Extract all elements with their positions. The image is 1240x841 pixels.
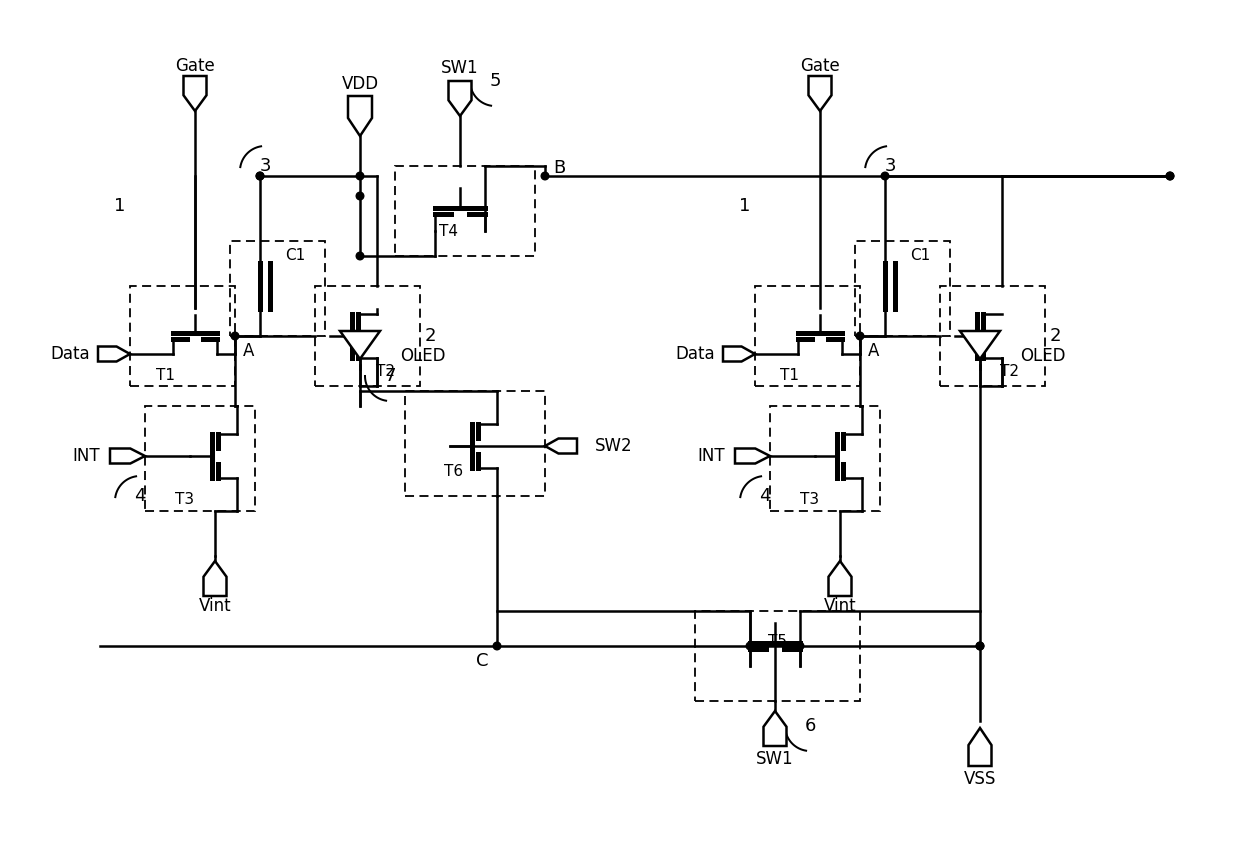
Text: SW1: SW1: [756, 750, 794, 768]
Polygon shape: [348, 96, 372, 136]
Text: Vint: Vint: [198, 597, 232, 615]
Bar: [755, 286, 861, 386]
Circle shape: [356, 252, 363, 260]
Bar: [856, 241, 950, 336]
Text: 3: 3: [884, 157, 895, 175]
Text: T1: T1: [155, 368, 175, 383]
Polygon shape: [968, 728, 992, 766]
Text: T6: T6: [444, 463, 464, 479]
Text: OLED: OLED: [401, 347, 445, 365]
Circle shape: [541, 172, 549, 180]
Text: T5: T5: [768, 633, 787, 648]
Circle shape: [976, 643, 983, 650]
Text: T3: T3: [175, 491, 195, 506]
Polygon shape: [960, 331, 999, 359]
Circle shape: [1166, 172, 1174, 180]
Bar: [940, 286, 1045, 386]
Bar: [694, 611, 861, 701]
Text: T1: T1: [780, 368, 800, 383]
Text: VSS: VSS: [963, 770, 996, 788]
Polygon shape: [184, 76, 207, 111]
Polygon shape: [203, 561, 227, 596]
Text: 2: 2: [425, 327, 436, 345]
Circle shape: [494, 643, 501, 650]
Circle shape: [746, 643, 754, 650]
Text: B: B: [553, 159, 565, 177]
Text: 4: 4: [759, 487, 771, 505]
Circle shape: [976, 643, 983, 650]
Polygon shape: [723, 346, 755, 362]
Text: Vint: Vint: [823, 597, 857, 615]
Text: 7: 7: [384, 367, 396, 385]
Circle shape: [257, 172, 264, 180]
Circle shape: [1166, 172, 1174, 180]
Polygon shape: [808, 76, 832, 111]
Polygon shape: [764, 711, 786, 746]
Circle shape: [796, 643, 804, 650]
Text: Gate: Gate: [800, 57, 839, 75]
Text: C1: C1: [910, 248, 930, 263]
Text: VDD: VDD: [341, 75, 378, 93]
Text: 3: 3: [259, 157, 270, 175]
Text: OLED: OLED: [1021, 347, 1065, 365]
Polygon shape: [449, 81, 471, 116]
Circle shape: [882, 172, 889, 180]
Polygon shape: [98, 346, 130, 362]
Polygon shape: [110, 448, 145, 463]
Text: SW2: SW2: [595, 437, 632, 455]
Bar: [130, 286, 236, 386]
Text: 6: 6: [805, 717, 816, 735]
Polygon shape: [546, 438, 577, 453]
Text: T2: T2: [1001, 363, 1019, 378]
Bar: [396, 166, 534, 256]
Circle shape: [356, 193, 363, 200]
Text: 4: 4: [134, 487, 146, 505]
Bar: [405, 391, 546, 496]
Text: T4: T4: [439, 224, 458, 239]
Text: A: A: [243, 342, 254, 360]
Text: 2: 2: [1050, 327, 1061, 345]
Text: C1: C1: [285, 248, 305, 263]
Text: INT: INT: [72, 447, 100, 465]
Circle shape: [231, 332, 239, 340]
Circle shape: [856, 332, 864, 340]
Polygon shape: [828, 561, 852, 596]
Circle shape: [356, 172, 363, 180]
Text: T3: T3: [801, 491, 820, 506]
Text: A: A: [868, 342, 879, 360]
Bar: [229, 241, 325, 336]
Bar: [145, 406, 255, 511]
Text: Data: Data: [676, 345, 715, 363]
Text: 1: 1: [739, 197, 750, 215]
Polygon shape: [340, 331, 379, 359]
Circle shape: [257, 172, 264, 180]
Text: C: C: [476, 652, 489, 670]
Bar: [315, 286, 420, 386]
Bar: [770, 406, 880, 511]
Text: SW1: SW1: [441, 59, 479, 77]
Text: Gate: Gate: [175, 57, 215, 75]
Polygon shape: [735, 448, 770, 463]
Text: Data: Data: [51, 345, 91, 363]
Text: INT: INT: [697, 447, 725, 465]
Text: 1: 1: [114, 197, 125, 215]
Text: T2: T2: [376, 363, 394, 378]
Text: 5: 5: [490, 72, 501, 90]
